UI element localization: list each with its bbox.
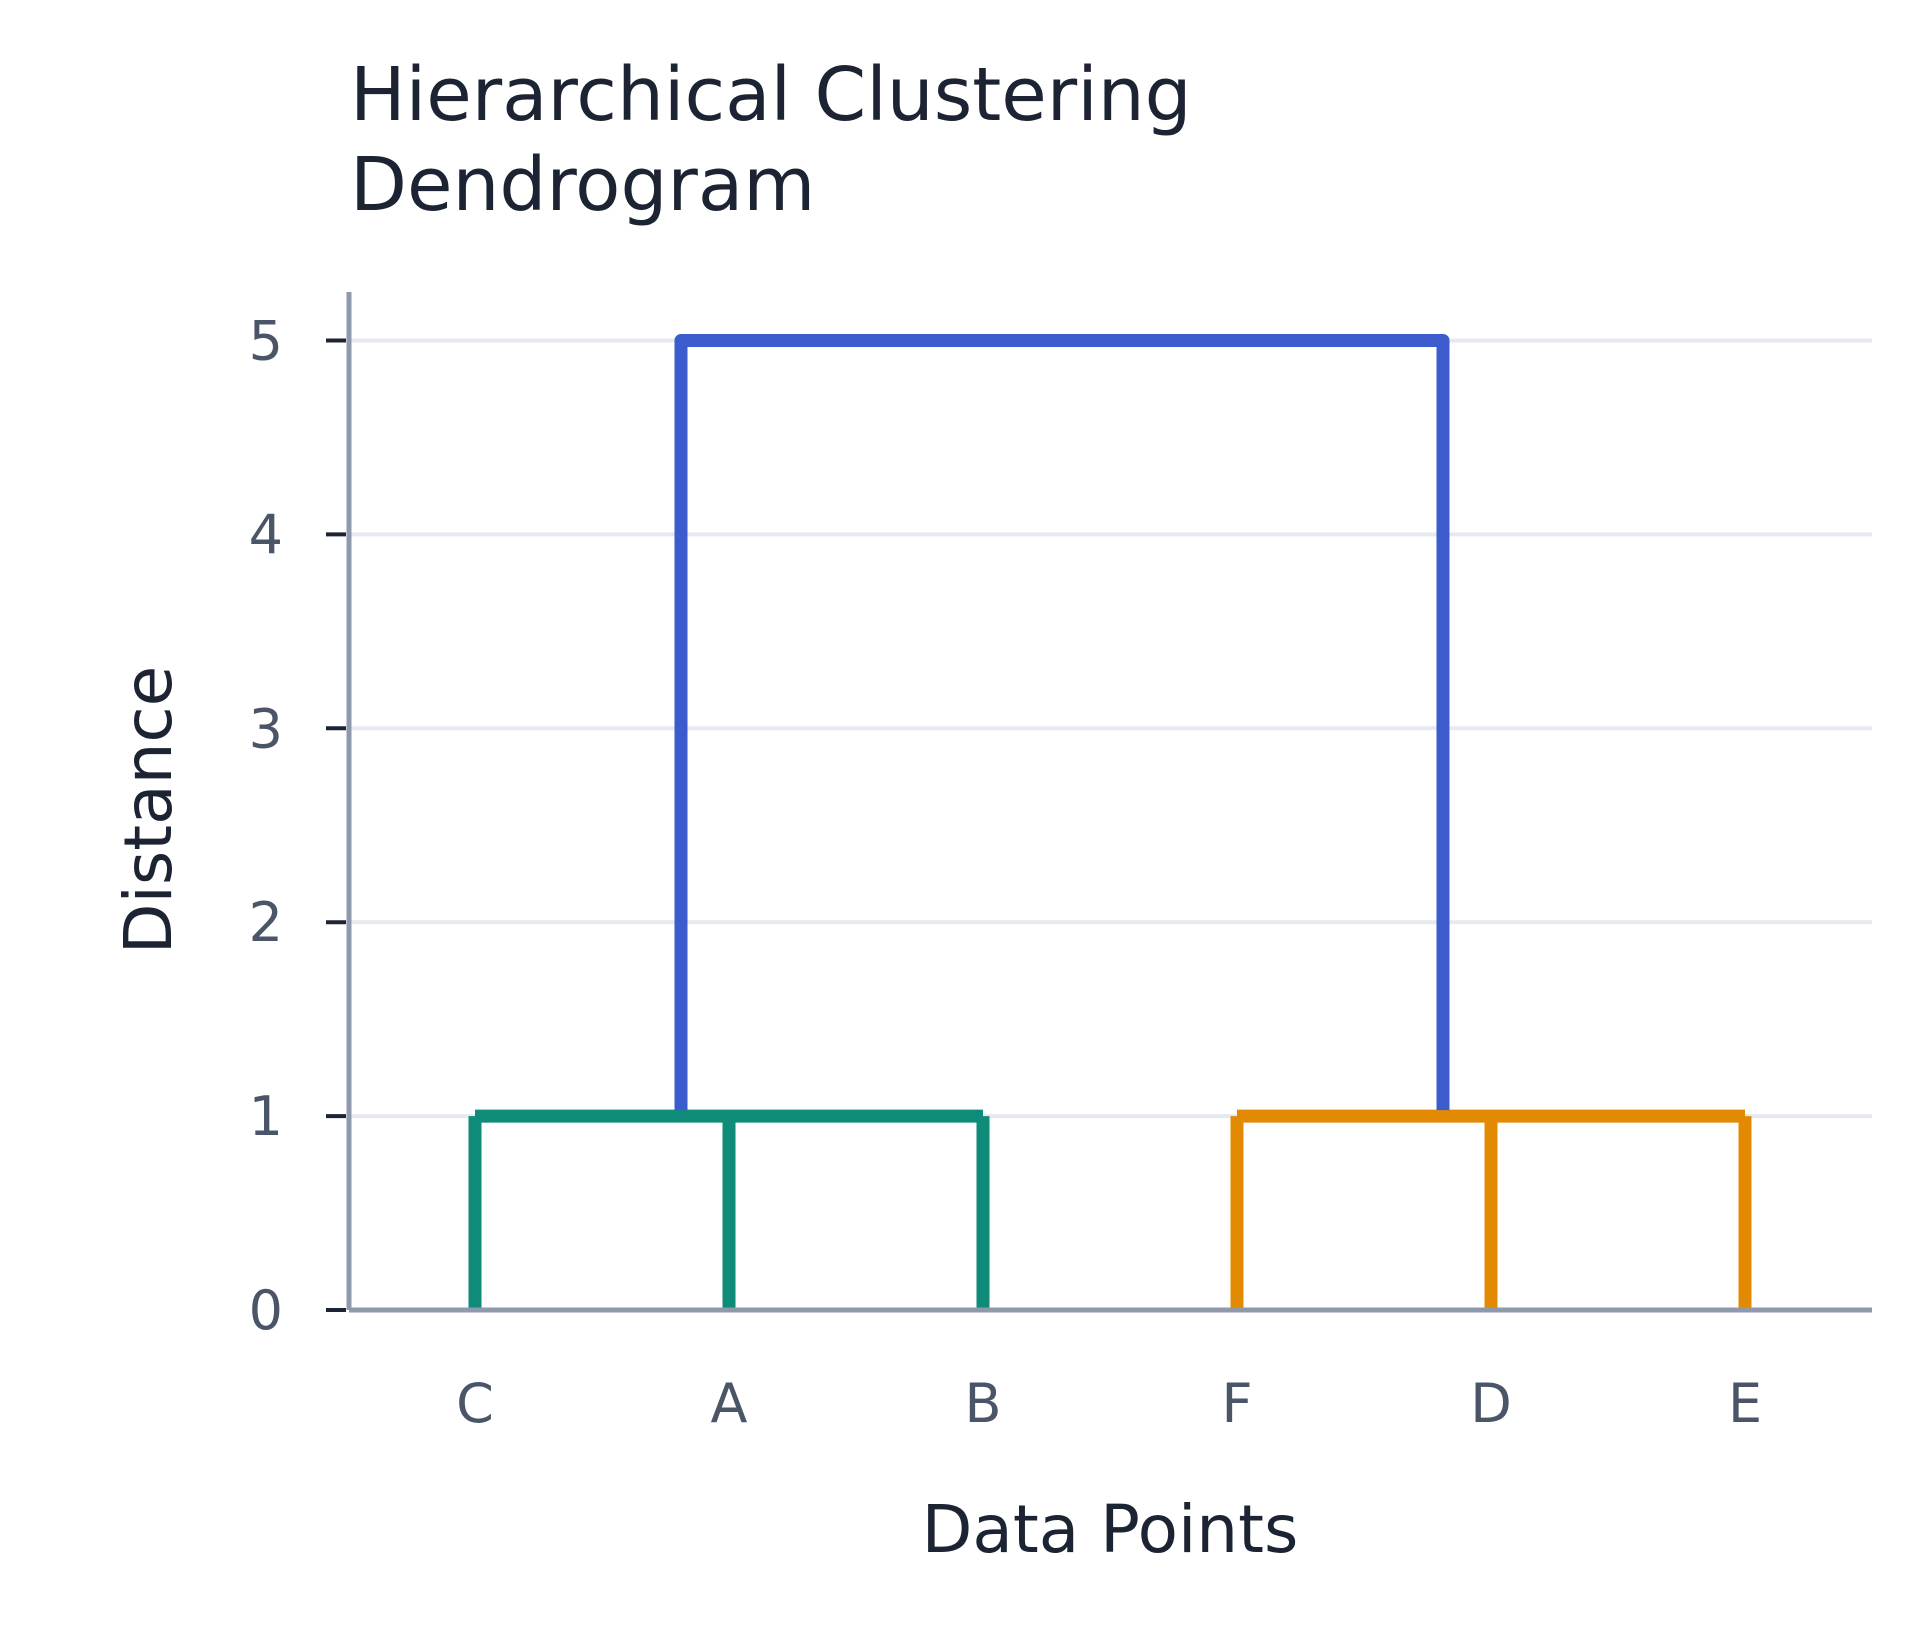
- y-axis-title: Distance: [110, 666, 187, 955]
- cluster-link-C-A-B: [468, 1109, 990, 1310]
- axes: [346, 292, 1872, 1313]
- y-tick-label-2: 2: [249, 891, 283, 954]
- x-axis-title: Data Points: [922, 1491, 1299, 1568]
- chart-title-line-1: Hierarchical Clustering: [350, 52, 1192, 138]
- y-tick-label-5: 5: [249, 309, 283, 372]
- x-tick-label-D: D: [1470, 1372, 1512, 1435]
- x-tick-label-F: F: [1221, 1372, 1252, 1435]
- chart-title: Hierarchical Clustering Dendrogram: [350, 52, 1192, 228]
- gridlines: [349, 338, 1872, 1119]
- y-tick-label-0: 0: [249, 1279, 283, 1342]
- chart-title-line-2: Dendrogram: [350, 142, 815, 228]
- x-tick-label-B: B: [964, 1372, 1001, 1435]
- y-axis-ticks: 0 1 2 3 4 5: [249, 309, 346, 1342]
- y-tick-label-4: 4: [249, 503, 283, 566]
- x-tick-label-C: C: [456, 1372, 494, 1435]
- x-tick-label-A: A: [711, 1372, 748, 1435]
- dendrogram-links: [468, 333, 1752, 1310]
- x-tick-label-E: E: [1728, 1372, 1762, 1435]
- y-tick-label-1: 1: [249, 1085, 283, 1148]
- y-tick-label-3: 3: [249, 697, 283, 760]
- cluster-link-F-D-E: [1230, 1109, 1752, 1310]
- root-link: [674, 333, 1450, 1111]
